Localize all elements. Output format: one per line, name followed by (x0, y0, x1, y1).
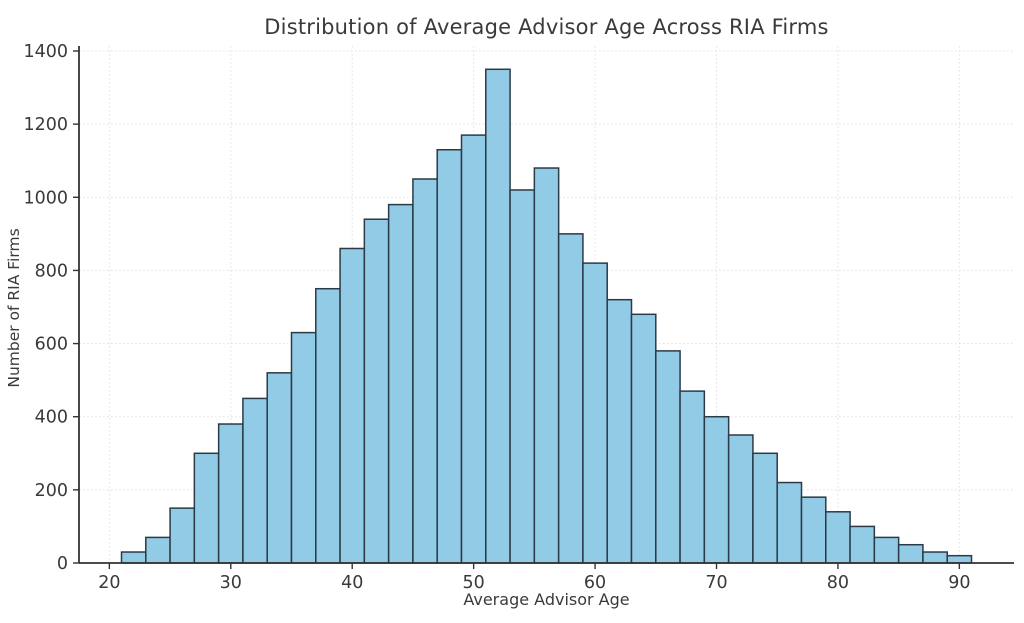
histogram-bar (922, 551, 948, 564)
histogram-bar (727, 434, 754, 564)
x-tick-label: 20 (98, 573, 120, 593)
histogram-bar (266, 372, 293, 564)
x-tick-label: 40 (341, 573, 363, 593)
chart-title: Distribution of Average Advisor Age Acro… (264, 15, 829, 39)
histogram-bar (582, 262, 608, 564)
histogram-bar (849, 525, 876, 564)
histogram-bar (703, 415, 730, 564)
y-tick-label: 1000 (23, 188, 68, 208)
histogram-bar (242, 397, 268, 564)
histogram-bar (557, 233, 584, 564)
histogram-bar (339, 247, 366, 564)
histogram-bar (630, 313, 657, 564)
histogram-bar (897, 543, 924, 564)
y-tick-label: 400 (35, 408, 68, 428)
histogram-bar (363, 218, 390, 564)
x-tick-label: 30 (220, 573, 242, 593)
histogram-bar (387, 203, 414, 564)
x-tick-label: 70 (705, 573, 727, 593)
y-tick-label: 200 (35, 481, 68, 501)
histogram-bar (825, 511, 851, 564)
y-tick-label: 600 (35, 335, 68, 355)
y-tick-label: 1400 (23, 42, 68, 62)
x-axis-label: Average Advisor Age (463, 590, 630, 609)
histogram-bar (679, 390, 706, 564)
histogram-bar (290, 331, 317, 564)
y-tick-label: 1200 (23, 115, 68, 135)
histogram-bar (776, 481, 803, 564)
histogram-bar (193, 452, 220, 564)
histogram-bar (145, 536, 171, 564)
histogram-bar (946, 554, 973, 564)
histogram-bar (120, 551, 147, 564)
histogram-bar (412, 178, 438, 564)
x-tick-label: 60 (584, 573, 606, 593)
histogram-bar (606, 298, 633, 564)
x-tick-label: 90 (948, 573, 970, 593)
x-tick-label: 50 (463, 573, 485, 593)
histogram-bar (436, 148, 463, 564)
histogram-bar (655, 350, 681, 564)
histogram-bar (800, 496, 827, 564)
y-tick-label: 800 (35, 261, 68, 281)
histogram-bar (169, 507, 196, 564)
histogram-bar (315, 287, 341, 564)
histogram-bar (460, 134, 487, 564)
histogram-bar (485, 68, 511, 564)
histogram-bar (533, 167, 560, 564)
y-tick-label: 0 (57, 554, 68, 574)
histogram-bar (752, 452, 778, 564)
x-tick-label: 80 (827, 573, 849, 593)
histogram-bar (509, 189, 536, 564)
histogram-bar (873, 536, 900, 564)
histogram-bar (217, 423, 244, 564)
